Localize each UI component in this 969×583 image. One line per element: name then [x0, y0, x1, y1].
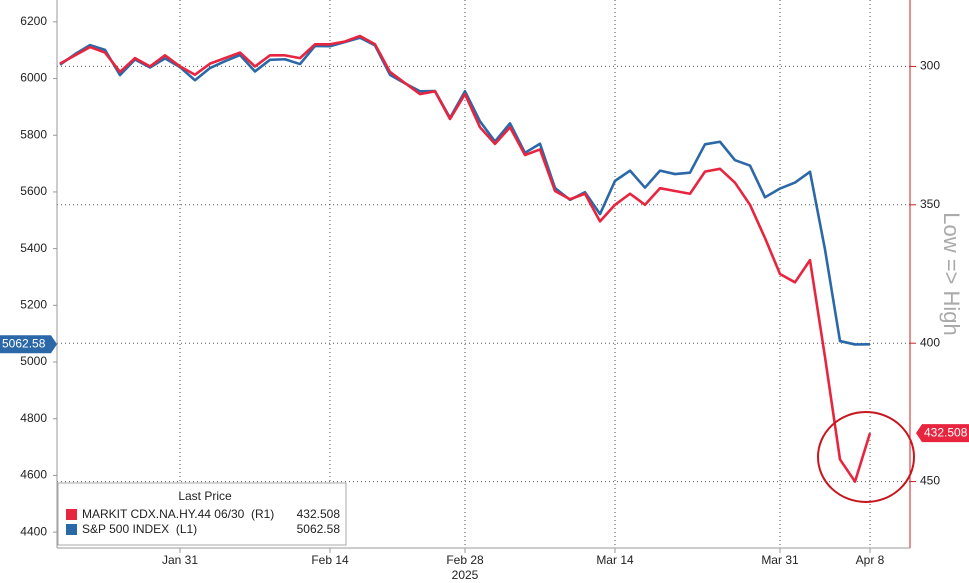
- y-tick-label: 4400: [20, 524, 47, 538]
- legend: Last Price MARKIT CDX.NA.HY.44 06/30 (R1…: [57, 482, 347, 546]
- legend-box: [57, 482, 347, 546]
- y2-tick-label: 350: [920, 197, 940, 211]
- x-axis-label: 2025: [452, 568, 479, 582]
- x-tick-label: Mar 31: [761, 553, 799, 567]
- y2-tick-label: 400: [920, 335, 940, 349]
- y-tick-label: 6200: [20, 14, 47, 28]
- highlight-circle: [817, 411, 915, 503]
- grid: [57, 0, 910, 548]
- legend-value: 432.508: [297, 507, 341, 521]
- last-value-box: [0, 335, 57, 354]
- series-line: [59, 36, 871, 346]
- y2-tick-label: 450: [920, 474, 940, 488]
- legend-label: S&P 500 INDEX (L1): [82, 522, 197, 536]
- x-tick-label: Feb 14: [311, 553, 349, 567]
- last-value-label: 432.508: [924, 425, 968, 439]
- y2-tick-label: 300: [920, 59, 940, 73]
- axes: 4400 4600 4800 5000 5200 5400 5600 5800 6000 6200…: [0, 14, 969, 567]
- x-tick-label: Mar 14: [596, 553, 634, 567]
- legend-label: MARKIT CDX.NA.HY.44 06/30 (R1): [82, 507, 274, 521]
- legend-title: Last Price: [178, 489, 232, 503]
- legend-value: 5062.58: [297, 522, 341, 536]
- y2-axis-label: Low => High: [939, 212, 964, 336]
- y-tick-label: 5400: [20, 241, 47, 255]
- legend-swatch: [66, 524, 77, 535]
- y-tick-label: 4600: [20, 468, 47, 482]
- y-tick-label: 5200: [20, 297, 47, 311]
- lines: [59, 34, 872, 483]
- series-line: [59, 34, 872, 483]
- x-tick-label: Jan 31: [162, 553, 198, 567]
- y-tick-label: 4800: [20, 411, 47, 425]
- y-tick-label: 5600: [20, 184, 47, 198]
- last-value-label: 5062.58: [2, 336, 46, 350]
- legend-swatch: [66, 509, 77, 520]
- y-tick-label: 5800: [20, 127, 47, 141]
- last-value-box: [916, 424, 969, 443]
- x-tick-label: Apr 8: [856, 553, 885, 567]
- y-tick-label: 6000: [20, 71, 47, 85]
- x-tick-label: Feb 28: [446, 553, 484, 567]
- y-tick-label: 5000: [20, 354, 47, 368]
